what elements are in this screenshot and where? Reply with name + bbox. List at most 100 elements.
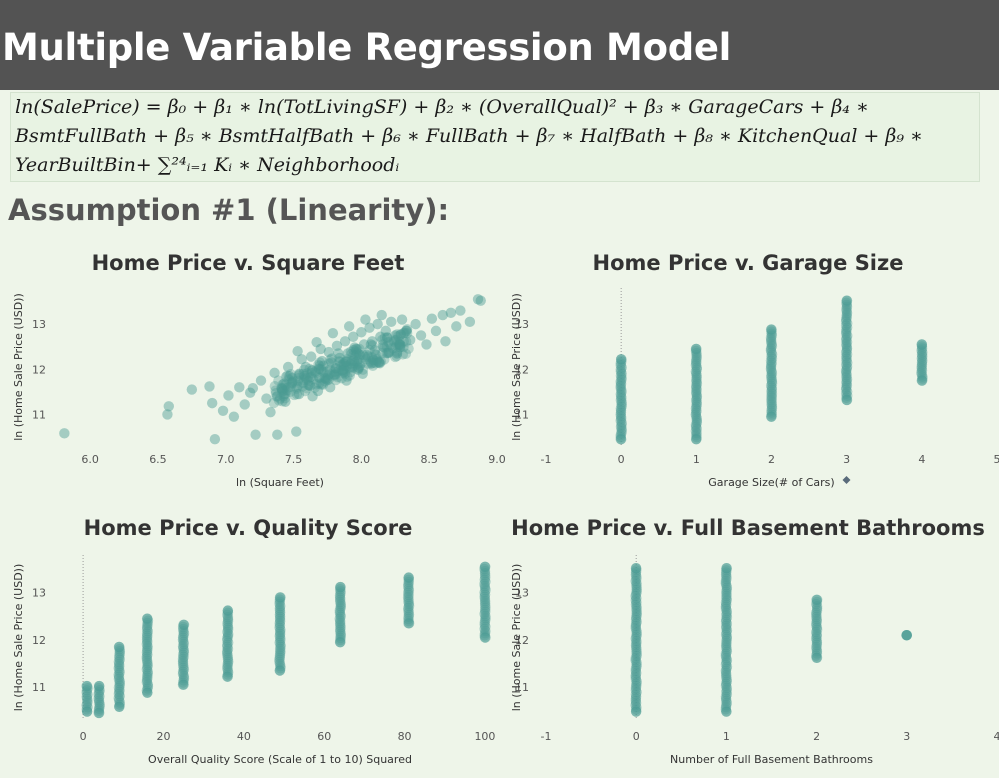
data-point [341,375,352,386]
x-tick-label: 20 [156,730,170,743]
data-point [335,622,346,633]
data-point [721,592,732,604]
data-point [479,593,491,605]
data-point [400,336,412,347]
data-point [630,567,642,578]
data-point [615,364,626,375]
data-point [721,646,733,657]
data-point [327,327,339,339]
data-point [276,384,288,395]
data-point [114,648,125,659]
data-point [691,349,702,361]
data-point [394,341,406,353]
data-point [403,572,414,583]
data-point [841,295,852,306]
data-point [402,587,414,599]
x-tick-label: 6.5 [149,453,167,466]
data-point [341,354,353,365]
data-point [141,638,153,650]
data-point [337,360,348,371]
data-point [841,309,852,321]
data-point [330,363,342,374]
data-point [811,631,822,642]
data-point [352,347,363,358]
data-point [403,572,414,583]
data-point [690,380,702,392]
data-point [480,572,491,583]
page-title: Multiple Variable Regression Model [2,26,732,69]
data-point [349,342,360,353]
data-point [690,343,702,355]
data-point [766,372,777,383]
data-point [916,341,928,352]
data-point [81,706,93,717]
data-point [390,351,401,363]
data-point [353,348,365,360]
data-point [274,611,286,622]
data-point [304,380,316,392]
data-point [292,346,303,357]
data-point [690,386,702,398]
data-point [720,597,732,608]
data-point [177,632,189,643]
data-point [286,372,298,384]
data-point [275,635,286,646]
data-point [811,622,823,633]
data-point [114,690,125,702]
data-point [631,603,642,615]
data-point [690,407,702,418]
data-point [306,365,318,376]
data-point [840,365,852,377]
data-point [382,347,393,359]
data-point [480,613,491,624]
data-point [265,406,276,418]
data-point [274,650,286,661]
data-point [766,378,778,389]
data-point [222,609,233,621]
data-point [142,666,154,677]
data-point [721,607,732,619]
data-point [334,590,346,601]
data-point [142,659,153,671]
data-point [691,343,702,355]
data-point [354,360,366,371]
data-point [720,616,732,627]
data-point [289,389,300,401]
data-point [326,357,337,368]
data-point [811,652,822,663]
data-point [720,704,732,715]
data-point [630,689,642,700]
data-point [841,305,852,317]
data-point [766,376,778,387]
data-point [222,613,234,625]
data-point [917,355,928,366]
data-point [94,701,105,712]
data-point [274,596,285,607]
data-point [303,379,314,391]
data-point [222,626,233,638]
data-point [274,656,285,668]
data-point [274,620,286,631]
data-point [631,580,642,591]
data-point [810,607,822,618]
data-point [403,602,414,614]
data-point [329,369,340,380]
data-point [93,689,104,700]
data-point [334,592,346,603]
data-point [811,605,823,616]
data-point [395,329,406,340]
data-point [274,607,286,618]
data-point [916,363,927,374]
data-point [403,611,414,623]
data-point [630,595,641,606]
data-point [631,592,642,604]
data-point [472,294,484,305]
data-point [177,668,189,680]
data-point [398,341,409,353]
data-point [301,374,312,385]
data-point [615,382,626,394]
data-point [381,341,393,352]
data-point [480,621,491,632]
data-point [479,580,491,592]
data-point [841,369,852,381]
